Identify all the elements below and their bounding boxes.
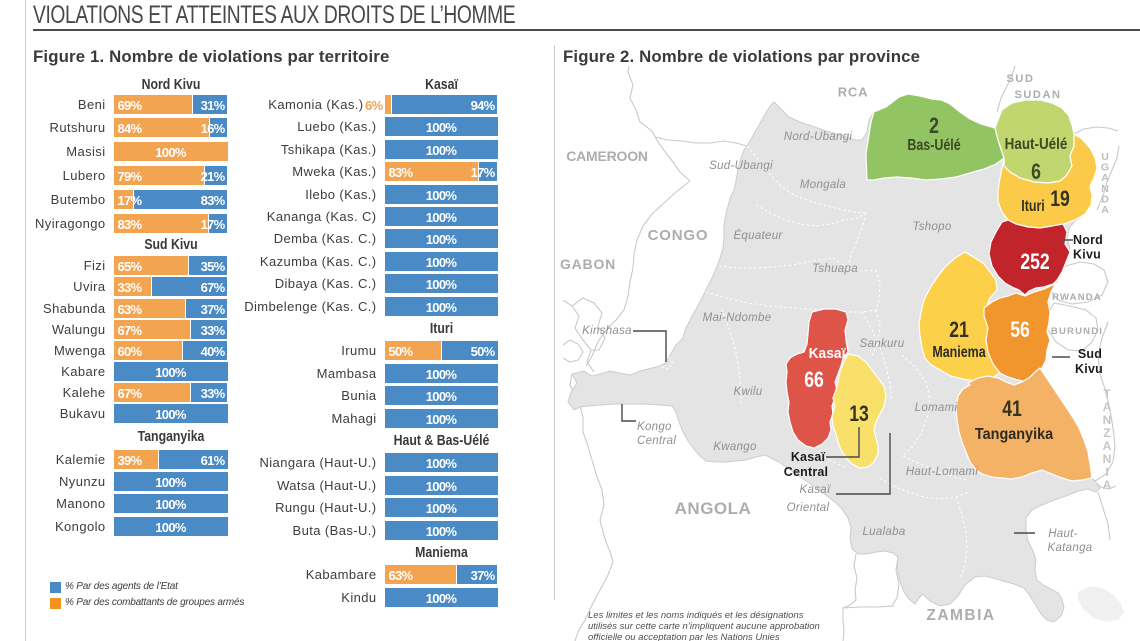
svg-text:252: 252 [1020, 250, 1049, 274]
svg-text:Central: Central [637, 435, 676, 447]
svg-text:ZAMBIA: ZAMBIA [926, 607, 995, 624]
svg-text:CAMEROON: CAMEROON [566, 148, 648, 164]
svg-text:U: U [1101, 151, 1109, 163]
svg-text:ANGOLA: ANGOLA [675, 499, 752, 518]
svg-text:41: 41 [1002, 397, 1022, 421]
svg-text:Lomami: Lomami [915, 402, 958, 414]
svg-text:A: A [1103, 400, 1112, 414]
svg-text:RWANDA: RWANDA [1052, 292, 1102, 303]
svg-text:13: 13 [849, 402, 869, 426]
svg-text:Sud: Sud [1078, 347, 1102, 361]
svg-text:Z: Z [1103, 426, 1110, 440]
svg-text:Sud-Ubangi: Sud-Ubangi [709, 160, 773, 172]
svg-text:GABON: GABON [560, 256, 616, 272]
svg-text:D: D [1101, 193, 1109, 205]
svg-text:Nord: Nord [1073, 233, 1103, 247]
svg-text:Kasaï: Kasaï [791, 450, 826, 464]
svg-text:66: 66 [804, 368, 824, 392]
svg-text:Haut-: Haut- [1048, 528, 1078, 540]
svg-text:2: 2 [929, 114, 939, 138]
svg-text:6: 6 [1031, 160, 1041, 184]
svg-text:Kasaï: Kasaï [800, 484, 832, 496]
svg-text:Katanga: Katanga [1048, 542, 1093, 554]
svg-text:Lualaba: Lualaba [862, 526, 905, 538]
svg-text:A: A [1101, 204, 1109, 216]
svg-text:Nord-Ubangi: Nord-Ubangi [784, 131, 853, 143]
svg-text:Équateur: Équateur [733, 229, 783, 242]
svg-text:Mongala: Mongala [800, 179, 846, 191]
svg-text:N: N [1101, 183, 1109, 195]
svg-text:RCA: RCA [838, 85, 869, 100]
svg-text:Sankuru: Sankuru [860, 338, 905, 350]
svg-text:Haut-Uélé: Haut-Uélé [1005, 136, 1068, 153]
svg-text:Central: Central [784, 465, 828, 479]
svg-text:N: N [1103, 452, 1112, 466]
svg-text:N: N [1103, 413, 1112, 427]
svg-text:Tshopo: Tshopo [912, 221, 951, 233]
svg-text:Kwango: Kwango [713, 441, 757, 453]
svg-text:Kongo: Kongo [637, 421, 672, 433]
svg-text:SUD: SUD [1006, 73, 1034, 85]
svg-text:A: A [1103, 478, 1112, 492]
svg-text:A: A [1101, 172, 1109, 184]
svg-text:Oriental: Oriental [787, 502, 830, 514]
svg-text:G: G [1101, 162, 1109, 174]
svg-text:BURUNDI: BURUNDI [1051, 326, 1103, 337]
svg-text:Bas-Uélé: Bas-Uélé [907, 137, 960, 155]
svg-text:Kinshasa: Kinshasa [582, 325, 632, 337]
svg-text:Tshuapa: Tshuapa [812, 263, 858, 275]
svg-text:Maniema: Maniema [932, 344, 986, 362]
svg-text:19: 19 [1050, 187, 1070, 211]
svg-text:A: A [1103, 439, 1112, 453]
svg-text:T: T [1103, 387, 1111, 401]
svg-text:utilisés sur cette carte n’imp: utilisés sur cette carte n’impliquent au… [588, 621, 820, 632]
svg-text:Ituri: Ituri [1021, 198, 1045, 216]
svg-text:officielle ou acceptation par: officielle ou acceptation par les Nation… [588, 632, 780, 641]
svg-text:Tanganyika: Tanganyika [975, 425, 1054, 443]
svg-text:Kivu: Kivu [1075, 362, 1103, 376]
svg-text:Haut-Lomami: Haut-Lomami [906, 466, 978, 478]
svg-text:Kasaï: Kasaï [809, 346, 847, 363]
svg-text:Kivu: Kivu [1073, 248, 1101, 262]
svg-text:Mai-Ndombe: Mai-Ndombe [703, 312, 772, 324]
svg-text:SUDAN: SUDAN [1014, 89, 1061, 101]
svg-text:Kwilu: Kwilu [734, 386, 763, 398]
svg-text:Les limites et les noms indiqu: Les limites et les noms indiqués et les … [588, 610, 804, 621]
svg-text:CONGO: CONGO [648, 227, 709, 244]
svg-text:21: 21 [949, 318, 969, 342]
svg-text:56: 56 [1010, 318, 1030, 342]
svg-text:I: I [1105, 465, 1108, 479]
